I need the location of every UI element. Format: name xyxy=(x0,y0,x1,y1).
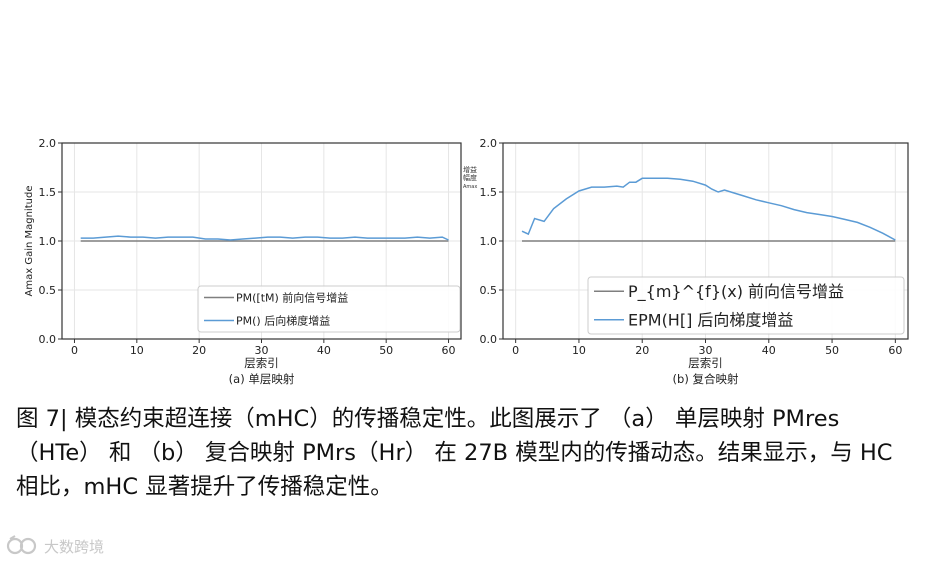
x-tick-label: 60 xyxy=(442,344,456,357)
x-tick-label: 0 xyxy=(71,344,78,357)
panel-a-chart: 0 10 20 30 40 50 60 0.0 0.5 1.0 1.5 2.0 层索引 (a) 单层映射 A… xyxy=(24,137,462,386)
y-tick-label: 1.0 xyxy=(39,235,57,248)
legend-box xyxy=(587,276,905,335)
panel-subtitle: (b) 复合映射 xyxy=(673,372,739,386)
legend-label-2: EPM(H[] 后向梯度增益 xyxy=(628,311,793,330)
legend-label-2: PM() 后向梯度增益 xyxy=(236,313,330,327)
y-axis-label: Amax Gain Magnitude xyxy=(24,186,35,297)
figure-caption: 图 7| 模态约束超连接（mHC）的传播稳定性。此图展示了 （a） 单层映射 P… xyxy=(16,406,893,500)
panel-subtitle: (a) 单层映射 xyxy=(229,372,295,386)
y-tick-label: 2.0 xyxy=(480,137,498,150)
axis-note-text: 幅度 xyxy=(463,173,477,182)
series-line-2 xyxy=(80,235,449,241)
axis-note-text: Amax xyxy=(463,184,477,190)
y-tick-label: 2.0 xyxy=(39,137,57,150)
x-tick-label: 50 xyxy=(825,344,839,357)
x-tick-label: 20 xyxy=(635,344,649,357)
x-tick-label: 30 xyxy=(699,344,713,357)
x-axis-label: 层索引 xyxy=(688,356,723,370)
legend-box xyxy=(197,285,461,333)
watermark-logo-icon xyxy=(6,535,37,555)
x-tick-label: 40 xyxy=(762,344,776,357)
y-tick-label: 0.0 xyxy=(39,333,57,346)
legend-label-1: PM([tM) 前向信号增益 xyxy=(236,290,348,304)
x-tick-label: 40 xyxy=(317,344,331,357)
y-tick-label: 0.5 xyxy=(39,284,57,297)
x-tick-label: 20 xyxy=(192,344,206,357)
x-tick-label: 50 xyxy=(379,344,393,357)
y-tick-label: 0.5 xyxy=(480,284,498,297)
y-tick-label: 0.0 xyxy=(480,333,498,346)
x-tick-label: 0 xyxy=(512,344,519,357)
series-line-2 xyxy=(521,177,896,241)
panel-b-chart: 0 10 20 30 40 50 60 0.0 0.5 1.0 1.5 2.0 层索引 (b) 复合映射 增… xyxy=(463,137,909,386)
watermark: 大数跨境 xyxy=(6,533,104,559)
legend-label-1: P_{m}^{f}(x) 前向信号增益 xyxy=(628,282,844,302)
x-tick-label: 60 xyxy=(888,344,902,357)
y-tick-label: 1.5 xyxy=(480,186,498,199)
x-tick-label: 30 xyxy=(255,344,269,357)
axis-note-text: 增益 xyxy=(463,165,477,174)
x-tick-label: 10 xyxy=(130,344,144,357)
figure: 0 10 20 30 40 50 60 0.0 0.5 1.0 1.5 2.0 层索引 (a) 单层映射 A… xyxy=(24,137,909,386)
x-axis-label: 层索引 xyxy=(244,356,279,370)
y-tick-label: 1.5 xyxy=(39,186,57,199)
y-tick-label: 1.0 xyxy=(480,235,498,248)
x-tick-label: 10 xyxy=(572,344,586,357)
watermark-text: 大数跨境 xyxy=(44,537,105,556)
